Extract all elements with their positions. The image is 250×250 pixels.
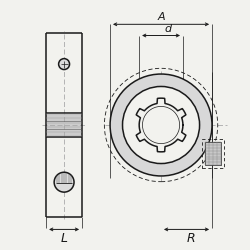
- Bar: [205, 142, 221, 166]
- Circle shape: [122, 86, 200, 164]
- Polygon shape: [136, 98, 186, 152]
- Circle shape: [110, 74, 212, 176]
- Circle shape: [58, 58, 70, 70]
- Text: d: d: [164, 24, 171, 34]
- Circle shape: [54, 172, 74, 192]
- Text: R: R: [186, 232, 195, 244]
- Text: L: L: [60, 232, 68, 244]
- Bar: [202, 139, 224, 168]
- Bar: [46, 112, 82, 138]
- Text: A: A: [157, 12, 165, 22]
